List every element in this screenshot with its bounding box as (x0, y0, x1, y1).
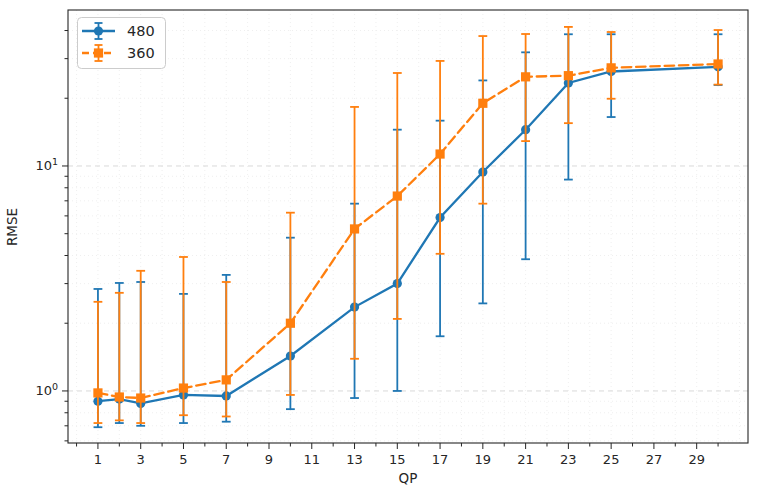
data-point-square (350, 224, 359, 233)
y-tick-label: 101 (35, 156, 58, 174)
x-tick-label: 7 (222, 452, 230, 467)
legend-marker (94, 48, 103, 57)
data-point-square (93, 388, 102, 397)
data-point-square (179, 383, 188, 392)
x-tick-label: 1 (94, 452, 102, 467)
x-tick-label: 19 (475, 452, 492, 467)
legend-label: 480 (127, 23, 155, 39)
x-tick-label: 21 (517, 452, 534, 467)
x-tick-label: 23 (560, 452, 577, 467)
chart-svg: 1357911131517192123252729100101 480360 Q… (0, 0, 759, 501)
legend-label: 360 (127, 45, 155, 61)
series-line (98, 64, 718, 398)
data-point-square (478, 99, 487, 108)
x-tick-label: 27 (646, 452, 663, 467)
data-point-square (393, 191, 402, 200)
x-tick-label: 5 (179, 452, 187, 467)
series-480 (93, 34, 722, 427)
x-tick-label: 25 (603, 452, 620, 467)
data-point-square (115, 392, 124, 401)
gridlines (68, 10, 748, 443)
series-360 (93, 27, 722, 423)
figure: 1357911131517192123252729100101 480360 Q… (0, 0, 759, 501)
x-tick-label: 9 (265, 452, 273, 467)
x-axis-label: QP (399, 470, 418, 486)
data-point-square (286, 319, 295, 328)
series-line (98, 67, 718, 404)
data-point-square (564, 71, 573, 80)
data-point-square (222, 375, 231, 384)
x-tick-label: 13 (346, 452, 363, 467)
plot-border (68, 10, 748, 443)
x-tick-label: 3 (137, 452, 145, 467)
plot-series (93, 27, 722, 427)
data-point-square (607, 63, 616, 72)
y-axis-label: RMSE (4, 208, 20, 246)
data-point-square (713, 59, 722, 68)
x-tick-label: 17 (432, 452, 449, 467)
y-tick-label: 100 (35, 381, 58, 399)
data-point-square (521, 72, 530, 81)
x-tick-label: 15 (389, 452, 406, 467)
x-tick-label: 29 (688, 452, 705, 467)
legend: 480360 (78, 18, 166, 69)
data-point-square (136, 393, 145, 402)
legend-marker (94, 26, 103, 35)
data-point-square (435, 149, 444, 158)
x-tick-label: 11 (304, 452, 321, 467)
